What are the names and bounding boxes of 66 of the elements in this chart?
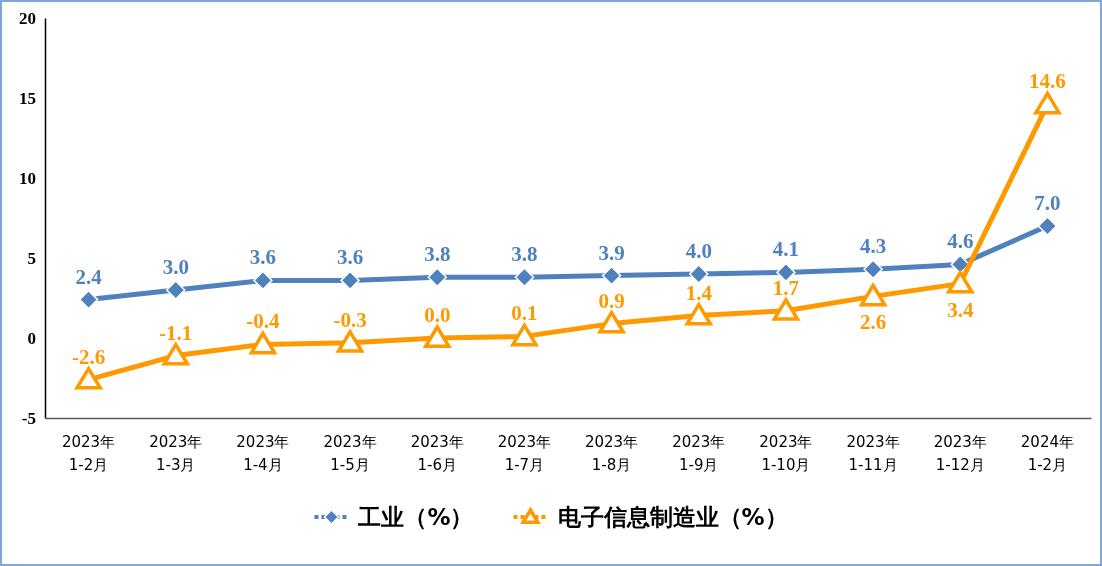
- x-tick-label: 2023年 1-3月: [149, 433, 203, 474]
- x-tick-label: 2023年 1-4月: [236, 433, 290, 474]
- x-tick-label: 2024年 1-2月: [1020, 433, 1075, 474]
- y-tick-label: 0: [27, 328, 36, 348]
- data-label: -2.6: [71, 344, 106, 369]
- data-label: 3.6: [336, 245, 364, 270]
- data-label: 1.7: [772, 275, 800, 300]
- x-tick-label: 2023年 1-10月: [759, 433, 813, 474]
- point: [689, 264, 709, 284]
- data-label: -0.3: [333, 307, 367, 332]
- data-label: 1.4: [685, 280, 713, 305]
- data-label: 3.6: [249, 245, 277, 270]
- data-label: 4.0: [685, 239, 712, 263]
- point: [1037, 216, 1058, 236]
- point: [511, 323, 538, 347]
- point: [598, 310, 625, 334]
- data-label: 14.6: [1029, 69, 1066, 94]
- legend-label: 工业（%）: [357, 504, 474, 531]
- point: [162, 342, 190, 366]
- point: [863, 259, 883, 279]
- x-tick-label: 2023年 1-12月: [933, 433, 987, 474]
- point: [253, 270, 273, 291]
- data-label: 3.0: [162, 255, 189, 279]
- x-tick-label: 2023年 1-6月: [410, 433, 464, 474]
- data-label: 4.6: [947, 229, 974, 254]
- point: [166, 280, 186, 300]
- data-label: 0.1: [511, 301, 538, 326]
- point: [249, 331, 277, 355]
- point: [601, 265, 622, 286]
- point: [772, 298, 800, 321]
- y-tick-label: -5: [21, 408, 36, 428]
- point: [78, 289, 99, 310]
- point: [427, 267, 447, 287]
- point: [423, 325, 451, 348]
- data-label: -1.1: [159, 320, 193, 345]
- data-label: -0.4: [246, 309, 281, 334]
- data-label: 3.4: [947, 297, 974, 322]
- data-label: 4.3: [859, 234, 887, 259]
- data-label: 0.0: [424, 303, 451, 327]
- point: [514, 267, 535, 287]
- y-tick-label: 20: [19, 8, 36, 28]
- data-label: 3.8: [511, 242, 538, 267]
- data-label: 4.1: [772, 237, 800, 262]
- point: [859, 283, 887, 307]
- data-label: 3.8: [424, 242, 451, 267]
- x-tick-label: 2023年 1-5月: [323, 433, 377, 474]
- point: [340, 270, 360, 291]
- x-tick-label: 2023年 1-2月: [61, 433, 116, 474]
- y-tick-label: 10: [19, 168, 36, 188]
- x-tick-label: 2023年 1-7月: [497, 433, 552, 474]
- point: [336, 330, 364, 353]
- x-tick-label: 2023年 1-8月: [584, 433, 639, 474]
- y-tick-label: 5: [27, 248, 36, 268]
- legend-label: 电子信息制造业（%）: [557, 504, 788, 531]
- point: [776, 262, 796, 283]
- point: [946, 270, 974, 294]
- point: [75, 366, 102, 390]
- y-tick-label: 15: [19, 88, 36, 108]
- x-tick-label: 2023年 1-9月: [672, 433, 726, 474]
- data-label: 2.6: [859, 310, 887, 335]
- x-tick-label: 2023年 1-11月: [846, 433, 900, 474]
- data-label: 3.9: [598, 240, 625, 265]
- data-label: 0.9: [598, 288, 625, 313]
- data-label: 2.4: [75, 264, 103, 289]
- point: [685, 302, 713, 326]
- data-label: 7.0: [1034, 191, 1061, 215]
